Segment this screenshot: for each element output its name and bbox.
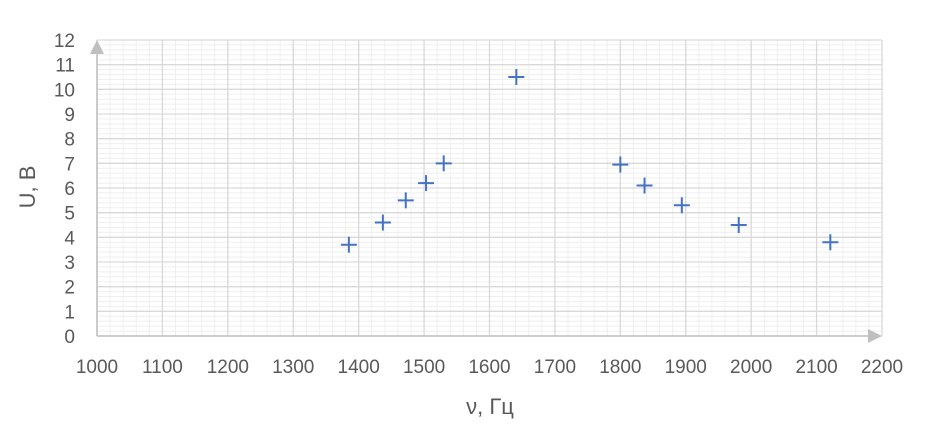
x-tick-label: 1800 (599, 357, 641, 378)
x-axis-title: ν, Гц (466, 394, 514, 419)
y-axis-title: U, В (15, 166, 40, 209)
x-tick-label: 1900 (665, 357, 707, 378)
x-tick-label: 1200 (207, 357, 249, 378)
data-point-marker (822, 234, 839, 251)
y-tick-label: 3 (64, 253, 75, 274)
x-tick-label: 1600 (468, 357, 510, 378)
x-tick-label: 1500 (403, 357, 445, 378)
data-point-marker (508, 69, 525, 85)
y-tick-label: 9 (64, 105, 75, 126)
data-point-marker (612, 156, 629, 173)
x-tick-label: 1400 (338, 357, 380, 378)
data-point-marker (636, 177, 653, 194)
x-tick-label: 2100 (795, 357, 837, 378)
y-tick-label: 5 (64, 204, 75, 225)
data-point-marker (418, 175, 435, 192)
y-tick-label: 6 (64, 179, 75, 200)
y-tick-label: 10 (54, 80, 75, 101)
y-axis-arrow (90, 40, 104, 54)
x-tick-label: 1700 (534, 357, 576, 378)
data-point-marker (340, 236, 357, 253)
y-tick-label: 8 (64, 130, 75, 151)
y-tick-label: 12 (54, 31, 75, 52)
y-tick-label: 0 (64, 327, 75, 348)
data-point-marker (397, 192, 414, 209)
x-tick-label: 2200 (861, 357, 903, 378)
x-tick-label: 1300 (272, 357, 314, 378)
axes (90, 40, 882, 343)
y-tick-label: 2 (64, 278, 75, 299)
y-tick-label: 11 (55, 56, 75, 77)
y-tick-label: 4 (64, 228, 75, 249)
data-point-marker (730, 217, 747, 233)
y-tick-label: 1 (64, 302, 75, 323)
x-tick-label: 1100 (142, 357, 183, 378)
data-points (340, 69, 839, 253)
x-tick-labels: 1000 1100 1200 1300 1400 1500 1600 1700 1800 1900… (76, 357, 903, 378)
x-axis-arrow (868, 329, 882, 343)
y-tick-label: 7 (64, 154, 75, 175)
x-tick-label: 2000 (730, 357, 772, 378)
data-point-marker (435, 155, 452, 172)
data-point-marker (673, 197, 690, 214)
data-point-marker (374, 214, 391, 231)
x-tick-label: 1000 (76, 357, 118, 378)
